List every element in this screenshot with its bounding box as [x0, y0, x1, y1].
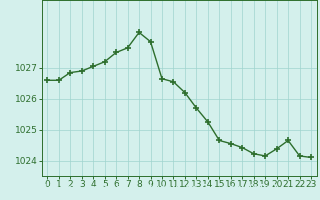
- Text: Graphe pression niveau de la mer (hPa): Graphe pression niveau de la mer (hPa): [41, 184, 279, 194]
